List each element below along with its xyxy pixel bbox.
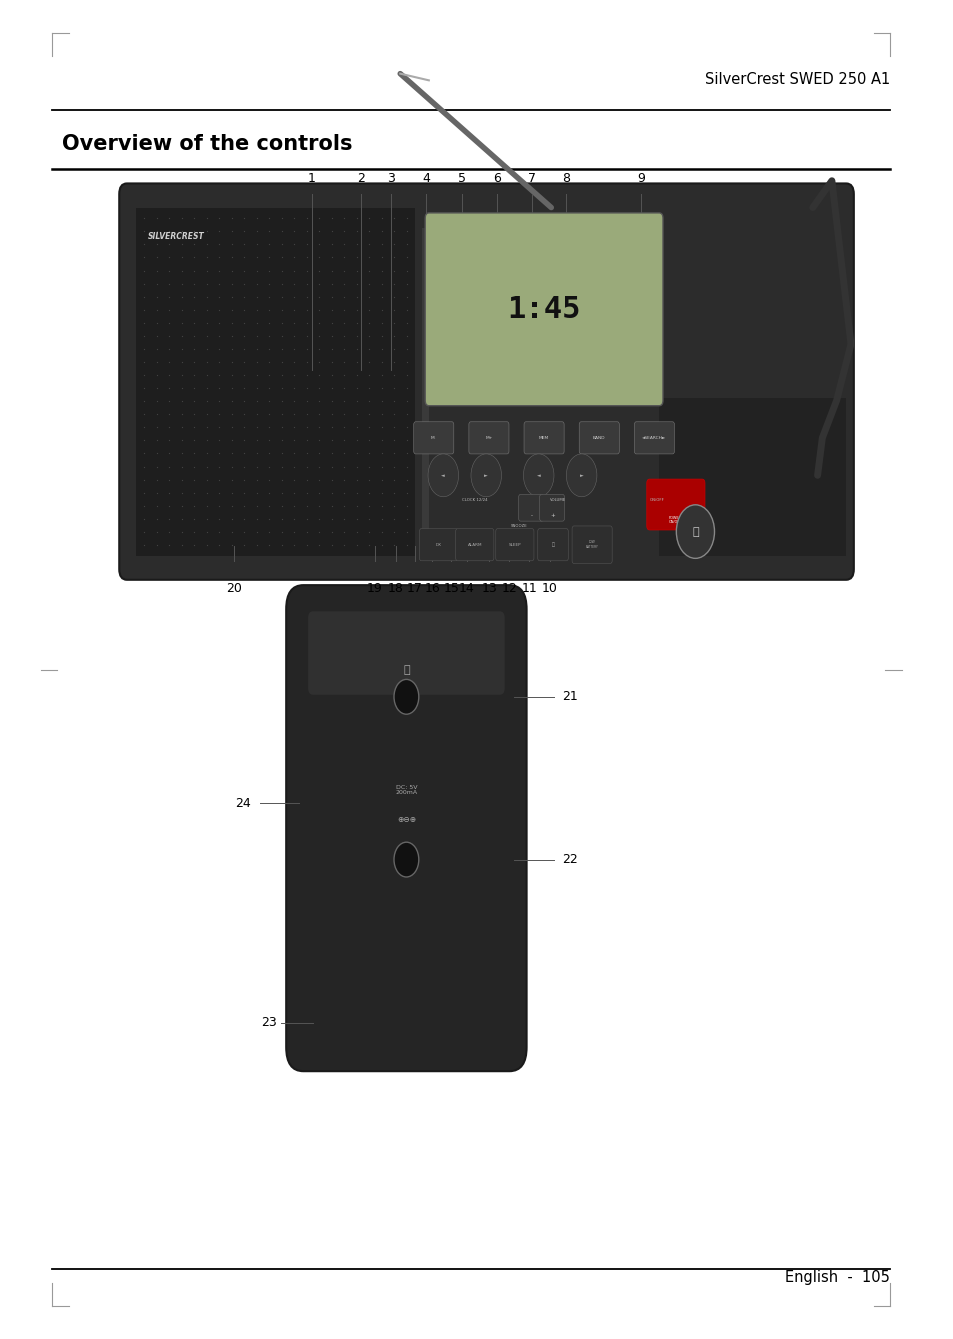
FancyBboxPatch shape (518, 494, 543, 521)
FancyBboxPatch shape (572, 526, 612, 564)
Text: ►: ► (484, 473, 488, 478)
Text: 19: 19 (367, 582, 382, 596)
FancyBboxPatch shape (414, 422, 454, 454)
Circle shape (394, 679, 418, 714)
Circle shape (523, 454, 554, 497)
Bar (659, 398, 845, 556)
FancyBboxPatch shape (496, 529, 534, 561)
Text: 17: 17 (407, 582, 422, 596)
Text: DX: DX (436, 542, 441, 546)
Text: 🔒: 🔒 (551, 542, 554, 548)
Text: 1:45: 1:45 (507, 295, 580, 324)
Text: 14: 14 (458, 582, 474, 596)
Text: POWER
ON/OFF: POWER ON/OFF (668, 516, 681, 525)
Circle shape (566, 454, 597, 497)
Text: 10: 10 (541, 582, 557, 596)
Text: ALARM: ALARM (467, 542, 481, 546)
Text: ◄: ◄ (441, 473, 445, 478)
FancyBboxPatch shape (537, 529, 568, 561)
Text: BAND: BAND (593, 437, 605, 439)
Text: M-: M- (431, 437, 436, 439)
Text: SNOOZE: SNOOZE (511, 524, 527, 528)
Text: ◄SEARCH►: ◄SEARCH► (641, 437, 666, 439)
Bar (421, 228, 429, 549)
Text: 11: 11 (521, 582, 537, 596)
Text: ⏻: ⏻ (691, 526, 698, 537)
Text: DC: 5V
200mA: DC: 5V 200mA (395, 785, 417, 795)
Text: CLOCK 12/24: CLOCK 12/24 (461, 498, 487, 502)
Text: VOLUME: VOLUME (549, 498, 565, 502)
Text: +: + (550, 513, 555, 518)
Text: 🎧: 🎧 (403, 665, 409, 675)
Text: ⊕⊖⊕: ⊕⊖⊕ (396, 815, 416, 823)
Text: 6: 6 (493, 171, 500, 185)
FancyBboxPatch shape (119, 183, 853, 580)
FancyBboxPatch shape (469, 422, 509, 454)
Text: M+: M+ (485, 437, 492, 439)
Text: SILVERCREST: SILVERCREST (148, 232, 204, 241)
Text: SLEEP: SLEEP (508, 542, 520, 546)
Circle shape (471, 454, 501, 497)
FancyBboxPatch shape (419, 529, 457, 561)
Text: 8: 8 (561, 171, 569, 185)
FancyBboxPatch shape (456, 529, 494, 561)
Text: 12: 12 (501, 582, 517, 596)
Text: 5: 5 (457, 171, 465, 185)
Circle shape (676, 505, 714, 558)
Text: ON/OFF: ON/OFF (649, 498, 664, 502)
Text: MEM: MEM (538, 437, 549, 439)
Text: 24: 24 (234, 797, 251, 810)
Circle shape (394, 842, 418, 877)
Text: 18: 18 (388, 582, 403, 596)
Text: 23: 23 (260, 1016, 276, 1030)
FancyBboxPatch shape (523, 422, 563, 454)
Text: -: - (531, 513, 533, 518)
Text: 2: 2 (356, 171, 364, 185)
Text: 7: 7 (528, 171, 536, 185)
Text: LOW
BATTERY: LOW BATTERY (585, 541, 598, 549)
FancyBboxPatch shape (634, 422, 674, 454)
Text: Overview of the controls: Overview of the controls (62, 134, 353, 154)
FancyBboxPatch shape (286, 585, 526, 1071)
Text: 9: 9 (637, 171, 644, 185)
Text: 22: 22 (561, 853, 578, 866)
Text: 3: 3 (387, 171, 395, 185)
FancyBboxPatch shape (425, 213, 662, 406)
FancyBboxPatch shape (578, 422, 618, 454)
Text: 13: 13 (481, 582, 497, 596)
Text: ►: ► (579, 473, 583, 478)
FancyBboxPatch shape (646, 479, 704, 530)
Bar (136, 208, 415, 556)
Text: ◄: ◄ (537, 473, 540, 478)
FancyBboxPatch shape (539, 494, 564, 521)
Text: English  -  105: English - 105 (784, 1271, 889, 1285)
Text: 21: 21 (561, 691, 578, 703)
Text: 4: 4 (422, 171, 430, 185)
Text: 16: 16 (424, 582, 439, 596)
Text: SilverCrest SWED 250 A1: SilverCrest SWED 250 A1 (704, 72, 889, 87)
Text: 15: 15 (443, 582, 458, 596)
Text: 1: 1 (308, 171, 315, 185)
FancyBboxPatch shape (308, 612, 504, 695)
Text: 20: 20 (226, 582, 241, 596)
Circle shape (428, 454, 458, 497)
